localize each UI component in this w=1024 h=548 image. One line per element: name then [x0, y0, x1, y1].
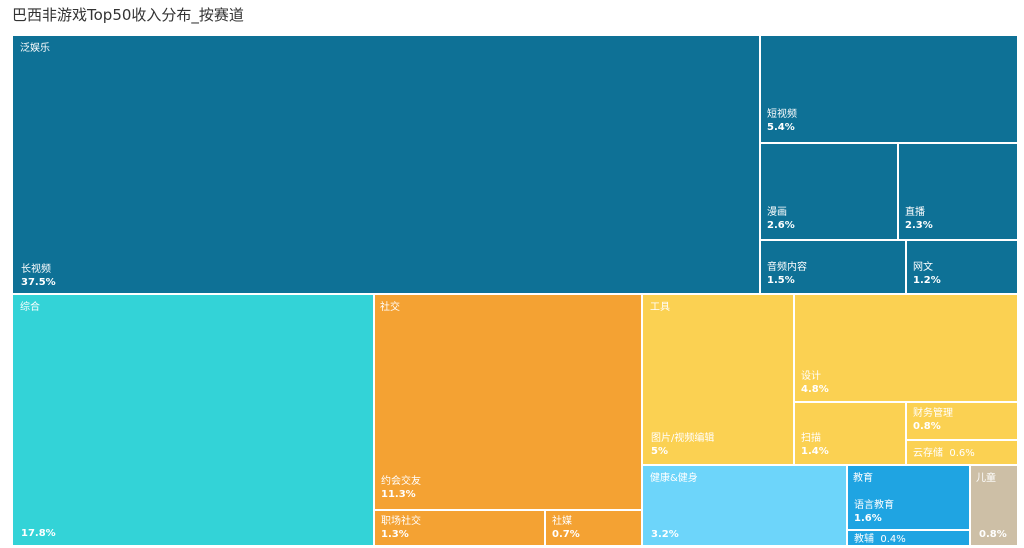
cell-value: 1.5% — [767, 275, 795, 286]
cell-name: 扫描 — [801, 433, 821, 444]
treemap-cell[interactable]: 直播 2.3% — [898, 143, 1018, 240]
cell-value: 1.3% — [381, 529, 409, 540]
cell-name: 教辅 — [854, 534, 874, 545]
cell-label: 社媒 0.7% — [552, 515, 580, 541]
treemap-cell[interactable]: 图片/视频编辑 5% — [642, 294, 794, 465]
cell-value: 0.4% — [880, 534, 906, 545]
treemap-cell[interactable]: 教辅 0.4% — [847, 530, 970, 546]
cell-name: 音频内容 — [767, 262, 807, 273]
cell-value: 3.2% — [651, 529, 679, 540]
cell-value: 4.8% — [801, 384, 829, 395]
cell-label: 财务管理 0.8% — [913, 407, 953, 433]
treemap-cell[interactable]: 职场社交 1.3% — [374, 510, 545, 546]
cell-label: 0.8% — [979, 528, 1007, 541]
cell-label: 音频内容 1.5% — [767, 261, 807, 287]
cell-label: 职场社交 1.3% — [381, 515, 421, 541]
cell-label: 长视频 37.5% — [21, 263, 56, 289]
cell-label: 教辅 0.4% — [854, 533, 906, 545]
cell-value: 0.7% — [552, 529, 580, 540]
category-label: 工具 — [650, 302, 670, 313]
cell-value: 1.6% — [854, 513, 882, 524]
treemap-cell[interactable]: 短视频 5.4% — [760, 35, 1018, 143]
cell-value: 37.5% — [21, 277, 56, 288]
treemap-cell[interactable]: 音频内容 1.5% — [760, 240, 906, 294]
cell-value: 5% — [651, 446, 668, 457]
category-label: 社交 — [380, 302, 400, 313]
treemap-cell[interactable]: 语言教育 1.6% — [847, 465, 970, 530]
cell-name: 云存储 — [913, 448, 943, 459]
cell-label: 云存储 0.6% — [913, 447, 975, 460]
treemap-cell[interactable]: 网文 1.2% — [906, 240, 1018, 294]
cell-value: 17.8% — [21, 528, 56, 539]
treemap-cell[interactable]: 社媒 0.7% — [545, 510, 642, 546]
cell-label: 短视频 5.4% — [767, 108, 797, 134]
treemap-cell[interactable]: 扫描 1.4% — [794, 402, 906, 465]
category-label: 健康&健身 — [650, 473, 698, 484]
treemap-cell[interactable]: 财务管理 0.8% — [906, 402, 1018, 440]
cell-value: 1.2% — [913, 275, 941, 286]
cell-name: 短视频 — [767, 109, 797, 120]
treemap-cell[interactable]: 漫画 2.6% — [760, 143, 898, 240]
treemap-cell[interactable]: 0.8% — [970, 465, 1018, 546]
cell-value: 5.4% — [767, 122, 795, 133]
cell-name: 职场社交 — [381, 516, 421, 527]
treemap-cell[interactable]: 17.8% — [12, 294, 374, 546]
treemap-cell[interactable]: 云存储 0.6% — [906, 440, 1018, 465]
category-label: 教育 — [853, 473, 873, 484]
cell-name: 直播 — [905, 207, 925, 218]
cell-label: 图片/视频编辑 5% — [651, 432, 714, 458]
cell-label: 扫描 1.4% — [801, 432, 829, 458]
category-label: 泛娱乐 — [20, 43, 50, 54]
cell-value: 2.3% — [905, 220, 933, 231]
cell-value: 0.8% — [913, 421, 941, 432]
cell-name: 图片/视频编辑 — [651, 433, 715, 444]
cell-value: 0.6% — [949, 448, 975, 459]
treemap-cell[interactable]: 3.2% — [642, 465, 847, 546]
treemap-cell[interactable]: 约会交友 11.3% — [374, 294, 642, 510]
cell-label: 设计 4.8% — [801, 370, 829, 396]
cell-name: 长视频 — [21, 264, 51, 275]
cell-label: 语言教育 1.6% — [854, 499, 894, 525]
chart-title: 巴西非游戏Top50收入分布_按赛道 — [12, 6, 244, 24]
cell-name: 约会交友 — [381, 476, 421, 487]
cell-name: 财务管理 — [913, 408, 953, 419]
cell-label: 约会交友 11.3% — [381, 475, 421, 501]
cell-value: 11.3% — [381, 489, 416, 500]
treemap-cell[interactable]: 长视频 37.5% — [12, 35, 760, 294]
cell-name: 网文 — [913, 262, 933, 273]
category-label: 综合 — [20, 302, 40, 313]
cell-value: 2.6% — [767, 220, 795, 231]
cell-label: 直播 2.3% — [905, 206, 933, 232]
cell-label: 17.8% — [21, 527, 56, 540]
category-label: 儿童 — [976, 473, 996, 484]
cell-value: 0.8% — [979, 529, 1007, 540]
treemap-cell[interactable]: 设计 4.8% — [794, 294, 1018, 402]
cell-label: 3.2% — [651, 528, 679, 541]
cell-name: 社媒 — [552, 516, 572, 527]
cell-label: 网文 1.2% — [913, 261, 941, 287]
cell-name: 漫画 — [767, 207, 787, 218]
cell-name: 语言教育 — [854, 500, 894, 511]
cell-value: 1.4% — [801, 446, 829, 457]
cell-label: 漫画 2.6% — [767, 206, 795, 232]
cell-name: 设计 — [801, 371, 821, 382]
